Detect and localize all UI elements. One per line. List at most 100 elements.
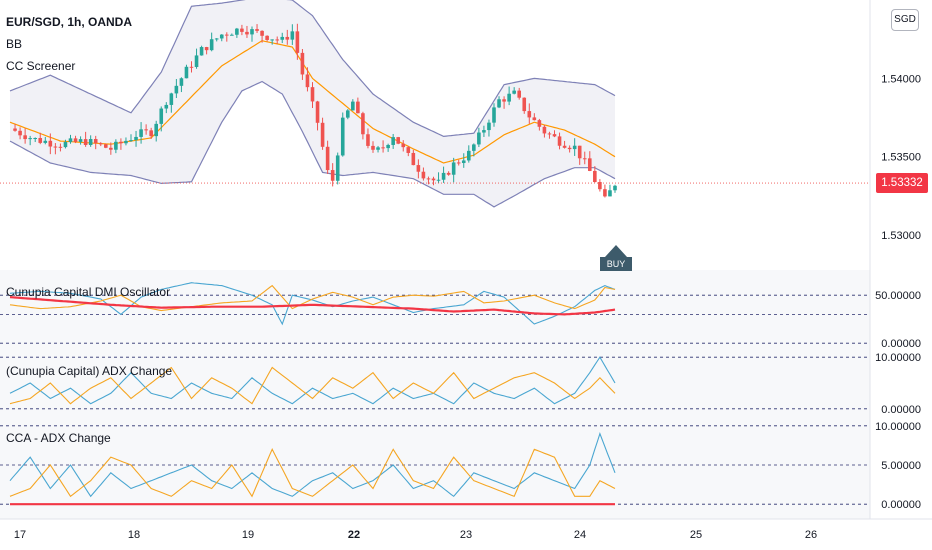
- candle-body: [13, 128, 17, 131]
- candle-body: [426, 178, 431, 180]
- candle-body: [38, 138, 43, 143]
- candle-body: [270, 39, 274, 41]
- candle-body: [209, 39, 214, 51]
- candle-body: [446, 172, 451, 175]
- candle-body: [598, 182, 602, 190]
- candle-body: [88, 139, 93, 146]
- candle-body: [472, 144, 476, 151]
- symbol-title: EUR/SGD, 1h, OANDA: [6, 15, 133, 29]
- candle-body: [164, 104, 169, 109]
- oscillator-y-tick: 10.00000: [875, 421, 921, 433]
- x-axis-tick: 25: [690, 529, 702, 541]
- candle-body: [83, 139, 88, 146]
- candle-body: [320, 122, 325, 147]
- candle-body: [497, 99, 501, 108]
- candle-body: [436, 179, 441, 181]
- candle-body: [542, 126, 547, 134]
- oscillator-y-tick: 0.00000: [881, 338, 921, 350]
- candle-body: [310, 87, 315, 102]
- candle-body: [240, 28, 244, 32]
- buy-marker-icon: [605, 245, 627, 257]
- buy-signal-label: BUY: [600, 257, 632, 271]
- candle-body: [376, 147, 380, 150]
- candle-body: [230, 34, 234, 36]
- candle-body: [154, 123, 159, 137]
- candle-body: [23, 135, 27, 140]
- candle-body: [335, 155, 340, 181]
- x-axis-tick: 26: [805, 529, 817, 541]
- candle-body: [124, 140, 128, 144]
- candle-body: [53, 146, 58, 148]
- candle-body: [63, 141, 68, 148]
- candle-body: [456, 162, 461, 164]
- oscillator-y-tick: 50.00000: [875, 290, 921, 302]
- candle-body: [18, 130, 22, 136]
- candle-body: [98, 143, 103, 145]
- x-axis-tick: 17: [14, 529, 26, 541]
- candle-body: [416, 165, 421, 172]
- candle-body: [345, 110, 350, 118]
- blue-series-line: [9, 356, 616, 405]
- candle-body: [577, 145, 582, 159]
- candle-body: [562, 145, 567, 148]
- candle-body: [532, 117, 537, 121]
- candle-body: [441, 172, 446, 180]
- blue-series-line: [9, 432, 616, 498]
- candle-body: [285, 36, 290, 40]
- orange-series-line: [9, 284, 616, 312]
- candle-body: [169, 93, 174, 105]
- candle-body: [431, 178, 436, 181]
- candle-body: [330, 170, 335, 181]
- candle-body: [492, 107, 496, 123]
- candle-body: [572, 145, 577, 150]
- orange-series-line: [9, 448, 616, 498]
- x-axis-tick: 23: [460, 529, 472, 541]
- candle-body: [451, 162, 456, 175]
- currency-badge[interactable]: SGD: [891, 9, 919, 31]
- candle-body: [482, 130, 486, 133]
- candle-body: [512, 90, 516, 94]
- candle-body: [275, 39, 280, 41]
- candle-body: [325, 146, 330, 171]
- candle-body: [401, 143, 406, 148]
- cca-adx-change-title[interactable]: CCA - ADX Change: [6, 431, 111, 445]
- candle-body: [386, 144, 390, 149]
- candle-body: [114, 141, 118, 150]
- candle-body: [477, 132, 481, 145]
- candle-body: [527, 111, 532, 118]
- oscillator-y-tick: 0.00000: [881, 499, 921, 511]
- candle-body: [255, 29, 259, 31]
- candle-body: [300, 52, 305, 75]
- oscillator-y-tick: 0.00000: [881, 404, 921, 416]
- x-axis-tick: 19: [242, 529, 254, 541]
- candle-body: [351, 101, 355, 111]
- candle-body: [552, 134, 557, 137]
- candle-body: [103, 144, 108, 148]
- candle-body: [557, 136, 562, 146]
- candle-body: [421, 171, 426, 179]
- price-y-tick: 1.54000: [881, 73, 921, 85]
- candle-body: [235, 28, 239, 35]
- candle-body: [522, 97, 527, 112]
- x-axis-tick: 24: [574, 529, 586, 541]
- candle-body: [28, 138, 32, 140]
- cca-panel-bg: [0, 416, 870, 519]
- blue-series-line: [9, 282, 616, 326]
- candle-body: [68, 138, 73, 142]
- adx-change-title[interactable]: (Cunupia Capital) ADX Change: [6, 364, 173, 378]
- candle-body: [290, 31, 295, 40]
- cc-screener-indicator-label[interactable]: CC Screener: [6, 59, 76, 73]
- candle-body: [356, 101, 360, 114]
- bb-indicator-label[interactable]: BB: [6, 37, 23, 51]
- x-axis-tick: 22: [348, 529, 360, 541]
- bb-upper-band: [9, 0, 616, 138]
- candle-body: [517, 90, 522, 98]
- dmi-oscillator-title[interactable]: Cunupia Capital DMI Oscillator: [6, 285, 171, 299]
- candle-body: [109, 147, 113, 150]
- candle-body: [502, 99, 506, 102]
- price-y-tick: 1.53000: [881, 230, 921, 242]
- candle-body: [149, 130, 153, 137]
- candle-body: [260, 30, 264, 36]
- candle-body: [466, 150, 471, 161]
